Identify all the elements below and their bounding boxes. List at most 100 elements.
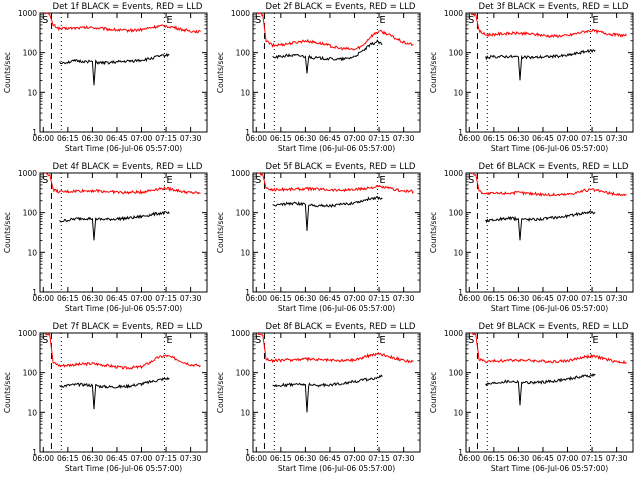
y-axis-label: Counts/sec: [216, 372, 225, 413]
x-tick-label: 06:15: [270, 134, 292, 143]
y-tick-label: 1000: [444, 329, 463, 338]
chart-title: Det 2f BLACK = Events, RED = LLD: [266, 2, 416, 12]
y-tick-label: 1: [32, 448, 37, 457]
x-tick-label: 06:00: [245, 134, 267, 143]
marker-label: E: [592, 175, 598, 186]
x-tick-label: 06:00: [32, 454, 54, 463]
chart-panel-8: Det 8f BLACK = Events, RED = LLD 1 10 100 10…: [216, 322, 421, 473]
y-tick-label: 10: [240, 248, 250, 257]
x-axis-label: Start Time (06-Jul-06 05:57:00): [278, 304, 395, 313]
series-line-lld: [44, 332, 201, 370]
x-tick-label: 06:45: [319, 454, 341, 463]
y-tick-label: 100: [449, 209, 464, 218]
y-tick-label: 1000: [444, 9, 463, 18]
y-tick-label: 10: [240, 88, 250, 97]
y-tick-label: 1000: [231, 9, 250, 18]
plot-frame: [465, 332, 634, 453]
x-tick-label: 07:30: [393, 294, 415, 303]
chart-title: Det 5f BLACK = Events, RED = LLD: [266, 162, 416, 172]
x-axis-label: Start Time (06-Jul-06 05:57:00): [491, 464, 608, 473]
marker-label: S: [468, 15, 474, 26]
x-axis-label: Start Time (06-Jul-06 05:57:00): [65, 304, 182, 313]
y-tick-label: 100: [23, 209, 38, 218]
marker-label: S: [255, 175, 261, 186]
y-tick-label: 10: [240, 408, 250, 417]
x-tick-label: 07:30: [606, 454, 628, 463]
marker-label: E: [166, 335, 172, 346]
x-tick-label: 07:00: [557, 454, 579, 463]
x-tick-label: 06:00: [32, 134, 54, 143]
x-tick-label: 07:15: [368, 134, 390, 143]
x-tick-label: 06:15: [57, 454, 79, 463]
x-tick-label: 06:30: [82, 134, 104, 143]
marker-label: S: [42, 15, 48, 26]
y-tick-label: 1000: [18, 9, 37, 18]
y-tick-label: 100: [23, 49, 38, 58]
x-tick-label: 06:00: [458, 454, 480, 463]
y-tick-label: 100: [236, 369, 251, 378]
plot-frame: [39, 12, 208, 133]
x-tick-label: 06:00: [458, 134, 480, 143]
y-tick-label: 10: [27, 408, 37, 417]
series-line-events: [59, 376, 170, 410]
y-tick-label: 1: [458, 448, 463, 457]
chart-panel-3: Det 3f BLACK = Events, RED = LLD 1 10 100 10…: [429, 2, 634, 153]
chart-panel-1: Det 1f BLACK = Events, RED = LLD 1 10 100 10…: [3, 2, 208, 153]
x-tick-label: 06:00: [32, 294, 54, 303]
series-line-events: [485, 373, 596, 406]
plot-frame: [465, 12, 634, 133]
x-tick-label: 07:15: [155, 294, 177, 303]
chart-panel-4: Det 4f BLACK = Events, RED = LLD 1 10 100 10…: [3, 162, 208, 313]
series-line-lld: [257, 172, 414, 195]
chart-title: Det 6f BLACK = Events, RED = LLD: [479, 162, 629, 172]
x-tick-label: 07:30: [393, 454, 415, 463]
x-tick-label: 07:15: [581, 134, 603, 143]
y-tick-label: 100: [236, 49, 251, 58]
plot-frame: [39, 172, 208, 293]
series-line-events: [59, 211, 170, 241]
x-tick-label: 06:15: [270, 454, 292, 463]
x-tick-label: 06:45: [319, 134, 341, 143]
y-axis-label: Counts/sec: [216, 52, 225, 93]
marker-label: E: [379, 335, 385, 346]
x-tick-label: 07:00: [344, 134, 366, 143]
chart-title: Det 8f BLACK = Events, RED = LLD: [266, 322, 416, 332]
marker-label: S: [255, 335, 261, 346]
series-line-events: [272, 196, 383, 231]
x-tick-label: 06:15: [270, 294, 292, 303]
x-tick-label: 07:30: [606, 294, 628, 303]
x-tick-label: 07:30: [180, 294, 202, 303]
x-tick-label: 06:30: [295, 454, 317, 463]
x-axis-label: Start Time (06-Jul-06 05:57:00): [491, 144, 608, 153]
series-line-lld: [257, 12, 414, 51]
x-tick-label: 07:15: [368, 454, 390, 463]
y-tick-label: 1: [32, 128, 37, 137]
x-tick-label: 07:00: [344, 294, 366, 303]
x-tick-label: 06:45: [532, 294, 554, 303]
marker-label: E: [166, 15, 172, 26]
chart-title: Det 3f BLACK = Events, RED = LLD: [479, 2, 629, 12]
chart-panel-7: Det 7f BLACK = Events, RED = LLD 1 10 100 10…: [3, 322, 208, 473]
x-tick-label: 07:30: [180, 134, 202, 143]
x-tick-label: 06:15: [483, 134, 505, 143]
y-tick-label: 1000: [231, 329, 250, 338]
x-tick-label: 07:00: [131, 134, 153, 143]
x-axis-label: Start Time (06-Jul-06 05:57:00): [65, 144, 182, 153]
y-tick-label: 1000: [18, 169, 37, 178]
plot-frame: [39, 332, 208, 453]
chart-title: Det 7f BLACK = Events, RED = LLD: [53, 322, 203, 332]
x-tick-label: 06:00: [245, 454, 267, 463]
x-tick-label: 06:45: [319, 294, 341, 303]
y-axis-label: Counts/sec: [3, 52, 12, 93]
chart-title: Det 4f BLACK = Events, RED = LLD: [53, 162, 203, 172]
x-tick-label: 07:15: [581, 454, 603, 463]
x-tick-label: 06:30: [82, 454, 104, 463]
marker-label: S: [468, 335, 474, 346]
x-tick-label: 07:00: [131, 454, 153, 463]
y-tick-label: 100: [449, 49, 464, 58]
marker-label: S: [42, 335, 48, 346]
x-axis-label: Start Time (06-Jul-06 05:57:00): [278, 464, 395, 473]
x-tick-label: 06:30: [508, 294, 530, 303]
marker-label: E: [379, 175, 385, 186]
